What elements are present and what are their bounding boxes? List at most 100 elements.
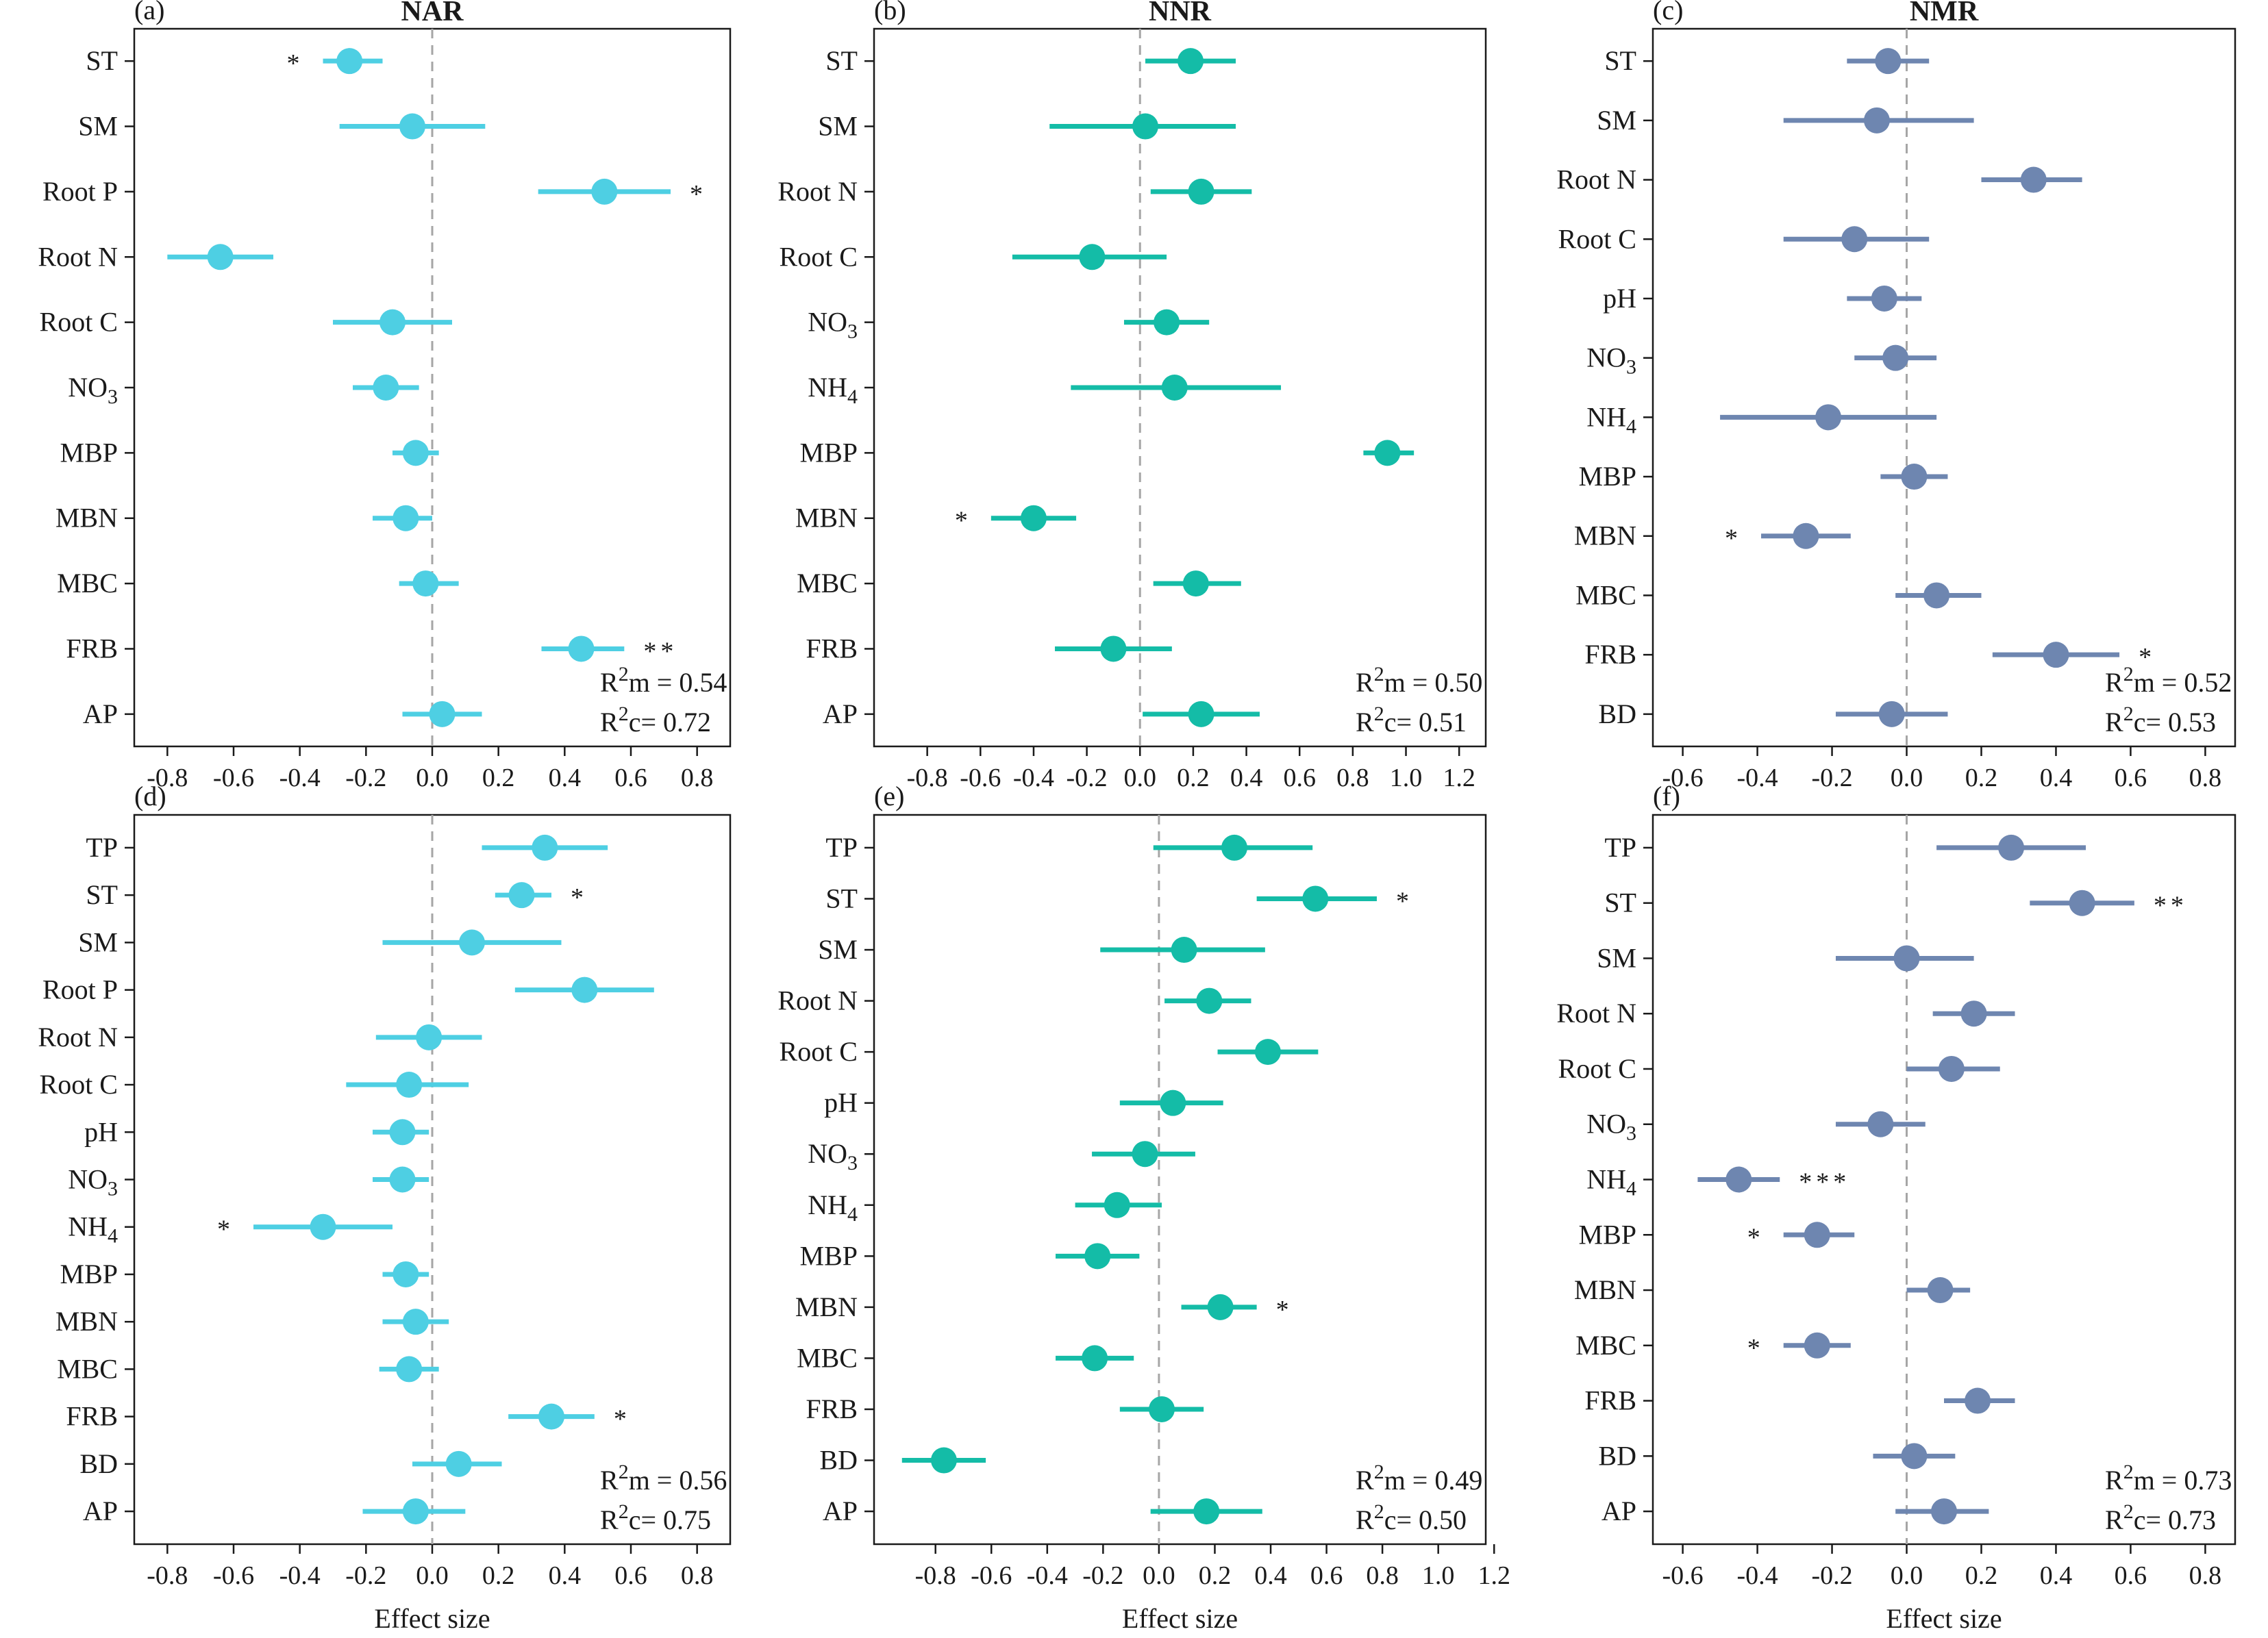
effect-point	[392, 1261, 419, 1287]
x-tick-label: 0.2	[1965, 1561, 1998, 1590]
effect-row: Root N	[1556, 998, 2015, 1029]
effect-point	[1931, 1498, 1957, 1525]
y-tick-label: AP	[1602, 1496, 1636, 1526]
effect-row: Root N	[777, 985, 1251, 1016]
effect-row: Root C	[40, 1069, 469, 1100]
effect-row: Root N	[777, 176, 1252, 207]
effect-row: FRB *	[1584, 639, 2152, 672]
effect-row: FRB	[1584, 1385, 2015, 1416]
y-tick-label: BD	[819, 1445, 858, 1476]
effect-row: Root N	[38, 1022, 482, 1053]
significance-marker: *	[690, 180, 707, 209]
effect-row: MBP	[1579, 461, 1948, 492]
effect-point	[1020, 505, 1047, 531]
effect-row: ST *	[86, 879, 588, 912]
effect-row: BD	[1598, 698, 1948, 729]
effect-point	[568, 635, 595, 662]
effect-point	[1302, 885, 1329, 912]
y-tick-label: MBP	[1579, 1219, 1637, 1250]
effect-point	[310, 1213, 336, 1240]
effect-row: FRB	[806, 633, 1172, 664]
effect-row: MBP *	[1579, 1219, 1855, 1252]
x-tick-label: 0.4	[1254, 1561, 1287, 1590]
y-tick-label: AP	[823, 698, 858, 729]
effect-point	[1998, 834, 2025, 861]
effect-row: ST *	[86, 45, 383, 78]
y-tick-label: SM	[78, 927, 118, 957]
effect-point	[1965, 1387, 1991, 1414]
y-tick-label: ST	[86, 45, 118, 76]
x-tick-label: 0.6	[614, 1561, 647, 1590]
x-tick-label: -0.8	[147, 1561, 188, 1590]
effect-point	[1154, 309, 1180, 336]
panel-label: (f)	[1653, 781, 1680, 811]
effect-row: NO3	[68, 372, 419, 408]
effect-point	[1132, 113, 1159, 140]
effect-point	[1804, 1332, 1830, 1359]
y-tick-label: MBC	[797, 1342, 858, 1373]
effect-point	[402, 1498, 429, 1525]
y-tick-label: pH	[824, 1087, 858, 1118]
r2-conditional: R2c= 0.73	[2105, 1500, 2216, 1535]
x-tick-label: -0.8	[915, 1561, 956, 1590]
y-tick-label: TP	[1604, 832, 1636, 863]
effect-point	[1875, 48, 1902, 75]
x-tick-label: -0.8	[907, 764, 948, 792]
effect-point	[571, 977, 598, 1003]
y-tick-label: MBC	[57, 568, 118, 598]
r2-marginal: R2m = 0.73	[2105, 1461, 2232, 1496]
effect-point	[416, 1024, 443, 1050]
effect-point	[538, 1403, 564, 1430]
y-tick-label: NH4	[1586, 401, 1636, 438]
effect-point	[508, 882, 535, 909]
effect-row: SM	[818, 111, 1236, 142]
effect-point	[1193, 1498, 1220, 1525]
x-tick-label: -0.2	[1811, 1561, 1852, 1590]
r2-conditional: R2c= 0.51	[1356, 703, 1467, 738]
effect-point	[2043, 642, 2069, 668]
effect-row: SM	[78, 111, 486, 142]
effect-point	[1793, 522, 1819, 549]
effect-row: NH4	[1586, 401, 1937, 438]
x-tick-label: 0.2	[482, 1561, 515, 1590]
panel-title: NNR	[1149, 0, 1212, 27]
panel-label: (d)	[134, 781, 166, 811]
x-tick-label: 0.4	[1230, 764, 1263, 792]
panel-title: NMR	[1910, 0, 1979, 27]
y-tick-label: Root C	[40, 307, 118, 338]
r2-marginal: R2m = 0.54	[600, 663, 727, 698]
effect-row: NH4	[808, 1189, 1162, 1226]
x-tick-label: 0.4	[549, 764, 582, 792]
x-tick-label: 0.4	[2040, 764, 2073, 792]
effect-point	[1196, 987, 1223, 1014]
effect-point	[1841, 226, 1868, 253]
effect-row: Root P *	[42, 176, 707, 209]
effect-row: NO3	[1586, 1109, 1926, 1145]
y-tick-label: BD	[1598, 1440, 1636, 1471]
effect-row: pH	[84, 1116, 429, 1147]
effect-row: NO3	[1586, 342, 1937, 379]
effect-row: AP	[823, 698, 1260, 729]
plot-frame	[873, 814, 1487, 1546]
x-tick-label: -0.6	[1662, 1561, 1704, 1590]
y-tick-label: MBC	[1575, 1330, 1636, 1361]
effect-point	[1104, 1192, 1130, 1218]
x-tick-label: 0.4	[2040, 1561, 2073, 1590]
effect-row: pH	[1603, 283, 1922, 314]
r2-marginal: R2m = 0.52	[2105, 663, 2232, 698]
r2-conditional: R2c= 0.72	[600, 703, 711, 738]
effect-row: NH4 ***	[1586, 1164, 1846, 1200]
y-tick-label: TP	[86, 832, 118, 863]
effect-point	[2020, 166, 2047, 193]
effect-row: MBC	[797, 568, 1241, 598]
y-tick-label: FRB	[806, 1394, 858, 1424]
effect-point	[1901, 1443, 1928, 1470]
effect-point	[1938, 1055, 1965, 1082]
significance-marker: *	[571, 883, 588, 912]
effect-row: pH	[824, 1087, 1223, 1118]
effect-point	[396, 1072, 423, 1098]
panel-label: (b)	[874, 0, 906, 25]
y-tick-label: SM	[1597, 105, 1636, 136]
y-tick-label: Root N	[38, 241, 118, 272]
x-tick-label: -0.4	[1736, 1561, 1778, 1590]
